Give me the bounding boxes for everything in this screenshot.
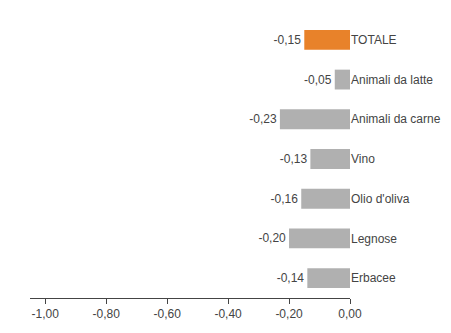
svg-text:-0,15: -0,15 [274, 33, 302, 47]
svg-text:-0,16: -0,16 [271, 192, 299, 206]
svg-text:Animali da latte: Animali da latte [351, 73, 433, 87]
svg-text:TOTALE: TOTALE [351, 33, 397, 47]
svg-text:0,00: 0,00 [338, 307, 362, 321]
svg-text:-0,20: -0,20 [258, 231, 286, 245]
svg-text:Animali da carne: Animali da carne [351, 112, 441, 126]
svg-text:Vino: Vino [351, 152, 375, 166]
svg-text:-0,80: -0,80 [93, 307, 121, 321]
svg-text:-0,60: -0,60 [153, 307, 181, 321]
svg-text:-1,00: -1,00 [32, 307, 60, 321]
svg-text:-0,05: -0,05 [304, 73, 332, 87]
svg-text:Legnose: Legnose [351, 232, 397, 246]
svg-text:-0,13: -0,13 [280, 152, 308, 166]
svg-text:-0,20: -0,20 [275, 307, 303, 321]
svg-text:-0,40: -0,40 [214, 307, 242, 321]
svg-text:Olio d'oliva: Olio d'oliva [351, 192, 410, 206]
svg-text:Erbacee: Erbacee [351, 271, 396, 285]
svg-text:-0,14: -0,14 [277, 271, 305, 285]
svg-text:-0,23: -0,23 [249, 112, 277, 126]
